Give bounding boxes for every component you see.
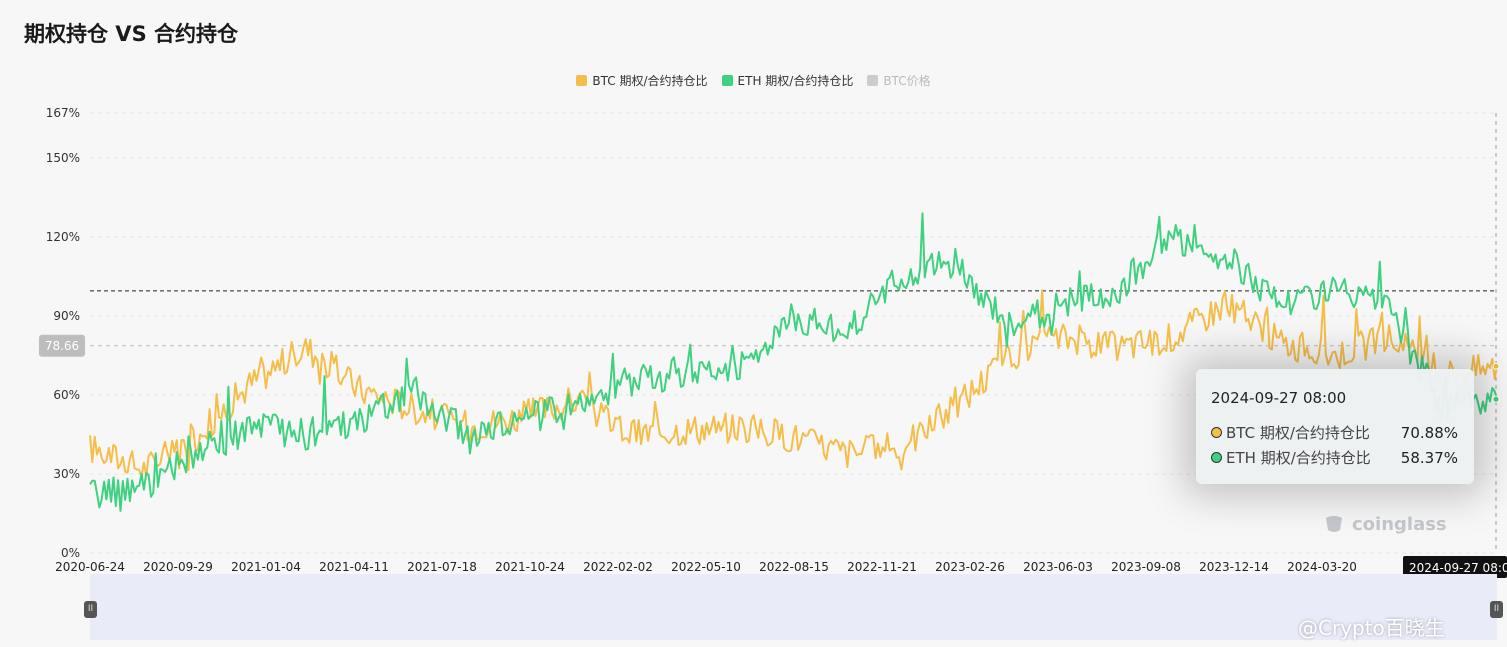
tooltip-value-eth: 58.37% [1400,448,1458,467]
legend-label-btc: BTC 期权/合约持仓比 [592,74,708,88]
x-tick-label: 2022-11-21 [847,560,917,574]
watermark-logo: coinglass [1322,512,1447,536]
y-tick-label: 120% [46,230,80,244]
y-pointer-label: 78.66 [45,339,79,353]
series-endpoint-eth [1492,395,1500,403]
x-tick-label: 2024-03-20 [1287,560,1357,574]
y-tick-label: 150% [46,151,80,165]
x-tick-label: 2021-01-04 [231,560,301,574]
x-tick-label: 2020-06-24 [55,560,125,574]
tooltip-date: 2024-09-27 08:00 [1211,389,1347,407]
y-pointer-label-bg [39,334,85,357]
y-tick-label: 167% [46,106,80,120]
x-tick-label: 2021-10-24 [495,560,565,574]
x-tick-label: 2022-05-10 [671,560,741,574]
legend-swatch-btc [576,75,588,86]
y-tick-label: 60% [53,388,80,402]
x-pointer-label: 2024-09-27 08:00 [1409,561,1507,575]
legend-label-price: BTC价格 [883,74,931,88]
series-endpoint-btc [1492,362,1500,370]
tooltip-dot-btc [1211,427,1222,438]
x-tick-label: 2022-08-15 [759,560,829,574]
legend-item-btc-ratio[interactable]: BTC 期权/合约持仓比 [576,72,708,89]
x-tick-label: 2023-02-26 [935,560,1005,574]
legend-item-eth-ratio[interactable]: ETH 期权/合约持仓比 [721,72,854,89]
y-tick-label: 90% [53,309,80,323]
x-tick-label: 2023-09-08 [1111,560,1181,574]
data-zoom-slider[interactable] [90,574,1497,640]
y-tick-label: 30% [53,467,80,481]
legend-label-eth: ETH 期权/合约持仓比 [737,74,854,88]
watermark-text: coinglass [1352,513,1447,535]
legend-swatch-eth [721,75,733,86]
tooltip-label-eth: ETH 期权/合约持仓比 [1226,449,1371,467]
credit-text: @Crypto百晓生 [1298,616,1445,640]
tooltip-row-eth: ETH 期权/合约持仓比 58.37% [1211,447,1458,468]
x-tick-label: 2021-07-18 [407,560,477,574]
series-line-eth [89,212,1498,512]
tooltip-value-btc: 70.88% [1400,423,1458,442]
tooltip-dot-eth [1211,452,1222,463]
chart-title: 期权持仓 VS 合约持仓 [24,22,238,46]
x-pointer-label-bg [1403,556,1507,578]
x-tick-label: 2023-06-03 [1023,560,1093,574]
tooltip-row-btc: BTC 期权/合约持仓比 70.88% [1211,422,1458,443]
x-tick-label: 2021-04-11 [319,560,389,574]
x-tick-label: 2022-02-02 [583,560,653,574]
tooltip-label-btc: BTC 期权/合约持仓比 [1226,424,1370,442]
chart-tooltip: 2024-09-27 08:00 BTC 期权/合约持仓比 70.88% ETH… [1196,369,1474,484]
zoom-handle-left[interactable]: II [84,601,97,618]
coinglass-icon [1326,516,1342,532]
x-tick-label: 2023-12-14 [1199,560,1269,574]
y-tick-label: 0% [61,546,80,560]
legend: BTC 期权/合约持仓比 ETH 期权/合约持仓比 BTC价格 [0,72,1507,89]
zoom-handle-right[interactable]: II [1490,601,1503,618]
series-line-btc [89,289,1498,478]
x-tick-label: 2020-09-29 [143,560,213,574]
legend-item-btc-price[interactable]: BTC价格 [867,72,931,89]
legend-swatch-price [867,75,879,86]
